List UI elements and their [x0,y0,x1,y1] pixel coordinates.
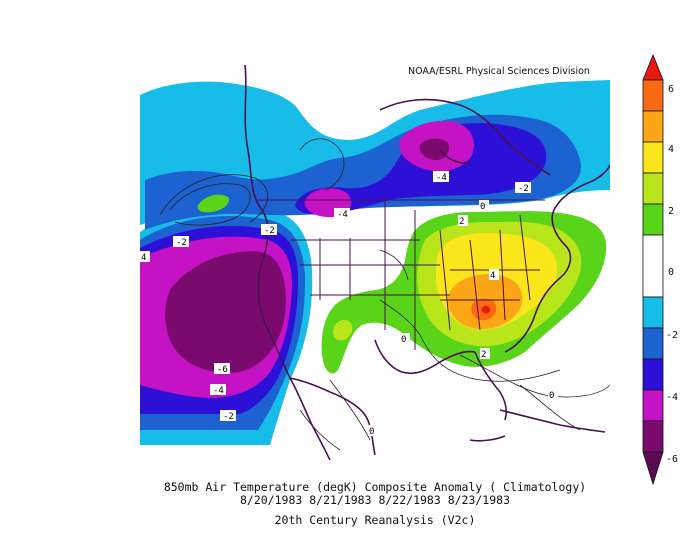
colorbar-seg [642,358,664,391]
contour-labels: -4 -2 -4 -2 -2 4 -6 -4 -2 2 0 4 2 0 0 0 [140,171,558,437]
colorbar: 6 4 2 0 -2 -4 -6 [642,53,678,486]
svg-text:0: 0 [369,427,374,437]
contour-label: -2 [515,182,531,194]
contour-label: 0 [548,389,558,401]
contour-label: 4 [140,251,150,263]
title-line-3: 20th Century Reanalysis (V2c) [274,513,476,527]
colorbar-seg [642,172,664,205]
colorbar-tick: 4 [668,144,674,155]
contour-label: -6 [214,363,230,375]
title-line-2: 8/20/1983 8/21/1983 8/22/1983 8/23/1983 [239,493,511,507]
contour-label: -2 [220,410,236,422]
band-minus-5 [165,251,286,373]
warm-band-plus-6 [481,305,491,314]
svg-text:-6: -6 [217,365,228,375]
contour-label: 2 [458,215,468,227]
colorbar-seg [642,110,664,143]
contour-label: 0 [368,425,378,437]
svg-text:4: 4 [490,271,495,281]
svg-text:2: 2 [459,217,464,227]
contour-label: -2 [261,224,277,236]
warm-patch-texas [333,319,353,341]
north-band-minus-3 [295,123,547,215]
colorbar-tick: -4 [666,392,678,403]
colorbar-seg [642,79,664,112]
svg-text:-4: -4 [213,386,224,396]
title-line-1: 850mb Air Temperature (degK) Composite A… [163,480,587,494]
colorbar-seg [642,141,664,174]
colorbar-tick: 0 [668,267,674,278]
borders [258,199,545,350]
cold-anomaly-west [140,205,313,445]
contour-label: -4 [433,171,449,183]
svg-text:-2: -2 [176,238,187,248]
colorbar-bottom-cap [642,451,664,486]
colorbar-segments [642,53,664,486]
coastlines [244,64,610,460]
svg-text:-4: -4 [337,210,348,220]
colorbar-seg [642,203,664,236]
svg-text:0: 0 [480,202,485,212]
svg-text:4: 4 [141,253,146,263]
contour-label: -2 [173,236,189,248]
svg-text:2: 2 [481,350,486,360]
contour-label: 0 [400,333,410,345]
colorbar-seg [642,234,664,298]
contour-label: -4 [210,384,226,396]
contour-label: 0 [479,200,489,212]
north-band-minus-5a [419,138,450,161]
map-area: -4 -2 -4 -2 -2 4 -6 -4 -2 2 0 4 2 0 0 0 [140,62,610,460]
cold-anomaly-north [140,80,610,230]
colorbar-tick: -6 [666,454,678,465]
credit-label: NOAA/ESRL Physical Sciences Division [408,66,590,77]
warm-patch-west [197,194,230,213]
colorbar-seg [642,296,664,329]
svg-text:-2: -2 [518,184,529,194]
colorbar-seg [642,420,664,453]
svg-text:-2: -2 [264,226,275,236]
svg-text:-4: -4 [436,173,447,183]
colorbar-tick: -2 [666,330,678,341]
warm-anomaly-east [321,211,607,374]
svg-text:0: 0 [549,391,554,401]
colorbar-tick: 6 [668,84,674,95]
svg-text:-2: -2 [223,412,234,422]
contour-label: 2 [480,348,490,360]
colorbar-seg [642,327,664,360]
colorbar-tick: 2 [668,206,674,217]
svg-text:0: 0 [401,335,406,345]
colorbar-top-cap [642,53,664,81]
colorbar-ticks: 6 4 2 0 -2 -4 -6 [666,84,678,465]
contour-label: -4 [334,208,350,220]
contour-label: 4 [489,269,499,281]
colorbar-seg [642,389,664,422]
